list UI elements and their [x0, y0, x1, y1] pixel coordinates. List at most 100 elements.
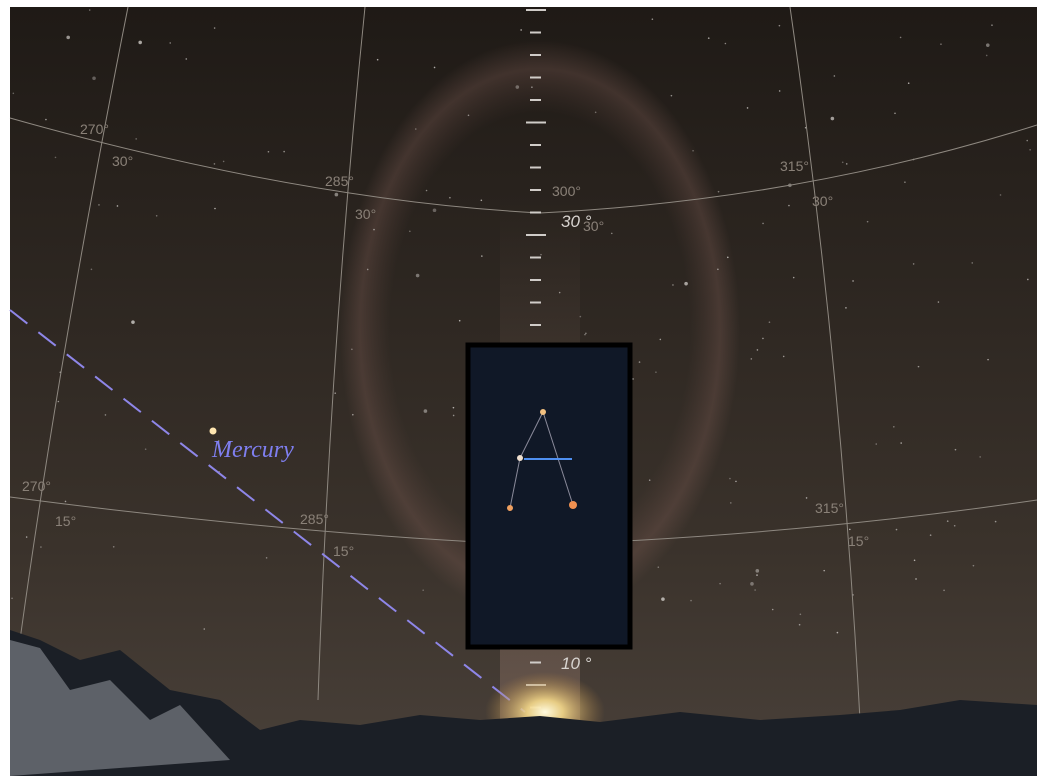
star — [756, 569, 760, 573]
star — [459, 320, 461, 322]
azimuth-label: 315° — [815, 500, 844, 516]
star — [900, 37, 902, 39]
altitude-label: 30° — [355, 206, 376, 222]
star — [779, 90, 781, 92]
star — [135, 138, 137, 140]
star — [718, 191, 720, 193]
star — [772, 609, 774, 611]
star — [531, 86, 533, 88]
star — [658, 566, 660, 568]
altitude-label: 15° — [333, 543, 354, 559]
star — [754, 589, 756, 591]
star — [729, 478, 731, 480]
star — [986, 55, 988, 57]
star — [373, 229, 375, 231]
star — [335, 193, 339, 197]
star — [649, 479, 651, 481]
star — [652, 18, 654, 20]
star — [367, 269, 369, 271]
star — [58, 401, 60, 403]
star — [520, 29, 522, 31]
star — [660, 339, 662, 341]
azimuth-label: 285° — [300, 511, 329, 527]
star — [1027, 279, 1029, 281]
star — [453, 407, 455, 409]
star — [893, 426, 895, 428]
star — [708, 37, 710, 39]
star — [105, 414, 107, 416]
star — [842, 161, 844, 163]
star — [156, 215, 158, 217]
star — [852, 280, 854, 282]
star — [639, 361, 641, 363]
star — [690, 600, 692, 602]
altitude-label: 15° — [848, 533, 869, 549]
star — [846, 163, 848, 165]
object-label: Mercury — [211, 437, 294, 463]
altitude-marker: 10 ° — [561, 654, 592, 673]
inset-image — [468, 345, 630, 647]
star — [449, 197, 451, 199]
star — [894, 112, 896, 114]
star — [351, 348, 353, 350]
star — [719, 583, 721, 585]
star — [800, 613, 802, 615]
star — [661, 597, 665, 601]
star — [918, 366, 920, 368]
inset-star — [540, 409, 546, 415]
star — [788, 205, 790, 207]
star — [987, 359, 989, 361]
altitude-label: 30° — [583, 218, 604, 234]
star — [904, 181, 906, 183]
star — [867, 221, 869, 223]
star — [426, 190, 428, 192]
azimuth-label: 315° — [780, 158, 809, 174]
star — [783, 356, 785, 358]
star — [65, 501, 67, 503]
star — [943, 590, 945, 592]
star — [757, 349, 759, 351]
star — [113, 546, 115, 548]
star — [750, 582, 754, 586]
star — [214, 208, 216, 210]
star — [896, 529, 898, 531]
star — [1029, 149, 1031, 151]
star — [453, 415, 455, 417]
star — [26, 536, 28, 538]
star — [580, 316, 582, 318]
azimuth-label: 285° — [325, 173, 354, 189]
star — [837, 632, 839, 634]
star — [769, 321, 771, 323]
star — [92, 76, 96, 80]
star — [131, 320, 135, 324]
star — [692, 150, 694, 152]
star — [585, 333, 587, 335]
star — [938, 301, 940, 303]
star — [40, 546, 42, 548]
star — [266, 557, 268, 559]
azimuth-label: 270° — [80, 121, 109, 137]
azimuth-label: 270° — [22, 478, 51, 494]
altitude-label: 15° — [55, 513, 76, 529]
star — [655, 371, 657, 373]
star — [169, 42, 171, 44]
star — [1026, 140, 1028, 142]
star — [762, 338, 764, 340]
star — [671, 95, 673, 97]
sky-view: Mercury 30 ° 10 ° 270°30°285°30°300°30°3… — [0, 0, 1037, 776]
star — [89, 9, 91, 11]
star — [845, 307, 847, 309]
altitude-label: 30° — [112, 153, 133, 169]
star — [751, 358, 753, 360]
star — [611, 233, 613, 235]
star — [823, 570, 825, 572]
star — [991, 24, 993, 26]
star — [422, 589, 424, 591]
inset-star — [569, 501, 577, 509]
star — [185, 58, 187, 60]
star — [424, 409, 428, 413]
star — [915, 578, 917, 580]
page: Mercury 30 ° 10 ° 270°30°285°30°300°30°3… — [0, 0, 1037, 776]
star — [145, 448, 147, 450]
star — [834, 75, 836, 77]
